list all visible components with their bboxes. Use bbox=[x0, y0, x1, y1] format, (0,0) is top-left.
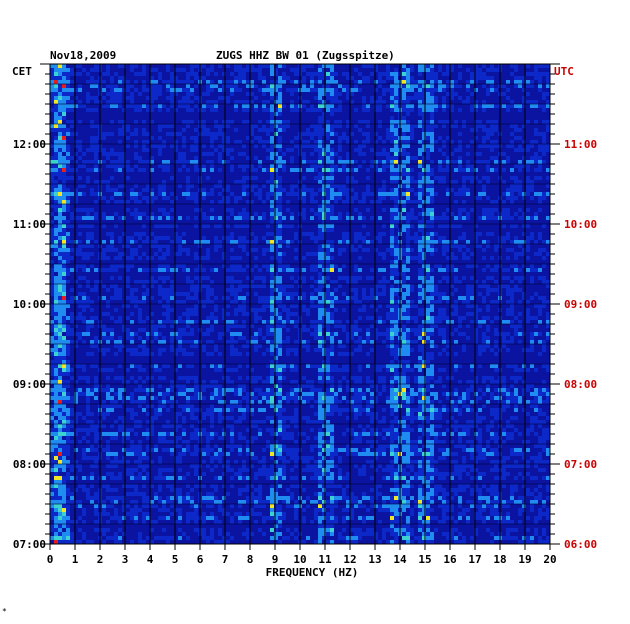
x-tick-label: 7 bbox=[222, 553, 229, 566]
y-tick-label-cet: 07:00 bbox=[13, 538, 46, 551]
x-tick-label: 12 bbox=[343, 553, 356, 566]
x-tick-label: 13 bbox=[368, 553, 381, 566]
x-tick-label: 19 bbox=[518, 553, 531, 566]
y-tick-label-utc: 10:00 bbox=[564, 218, 597, 231]
x-tick-label: 0 bbox=[47, 553, 54, 566]
x-tick-label: 3 bbox=[122, 553, 129, 566]
x-tick-label: 4 bbox=[147, 553, 154, 566]
y-tick-label-cet: 08:00 bbox=[13, 458, 46, 471]
y-tick-label-utc: 11:00 bbox=[564, 138, 597, 151]
x-tick-label: 11 bbox=[318, 553, 332, 566]
grid-lines bbox=[49, 63, 551, 545]
x-tick-label: 15 bbox=[418, 553, 431, 566]
y-tick-label-utc: 07:00 bbox=[564, 458, 597, 471]
x-tick-label: 18 bbox=[493, 553, 506, 566]
x-tick-label: 8 bbox=[247, 553, 254, 566]
chart-date: Nov18,2009 bbox=[50, 49, 116, 62]
y-tick-label-utc: 08:00 bbox=[564, 378, 597, 391]
x-tick-label: 17 bbox=[468, 553, 481, 566]
y-tick-label-cet: 12:00 bbox=[13, 138, 46, 151]
x-tick-label: 14 bbox=[393, 553, 407, 566]
x-axis-label: FREQUENCY (HZ) bbox=[266, 566, 359, 579]
y-tick-label-cet: 09:00 bbox=[13, 378, 46, 391]
x-tick-label: 1 bbox=[72, 553, 79, 566]
left-axis-label: CET bbox=[12, 65, 32, 78]
y-tick-label-cet: 11:00 bbox=[13, 218, 46, 231]
x-tick-label: 9 bbox=[272, 553, 279, 566]
x-tick-label: 2 bbox=[97, 553, 104, 566]
footer-mark: * bbox=[2, 607, 7, 616]
x-tick-label: 16 bbox=[443, 553, 457, 566]
tick-labels: 0 1 2 3 4 5 6 7 8 9 10 11 12 13 14 15 16 17 18 19 2012:0011:… bbox=[13, 138, 597, 566]
y-tick-label-utc: 09:00 bbox=[564, 298, 597, 311]
x-tick-label: 5 bbox=[172, 553, 179, 566]
x-tick-label: 10 bbox=[293, 553, 306, 566]
right-axis-label: UTC bbox=[554, 65, 574, 78]
x-tick-label: 6 bbox=[197, 553, 204, 566]
chart-station: ZUGS HHZ BW 01 (Zugsspitze) bbox=[216, 49, 395, 62]
spectrogram-cells bbox=[50, 64, 550, 544]
x-tick-label: 20 bbox=[543, 553, 556, 566]
axis-ticks bbox=[40, 63, 560, 550]
y-tick-label-utc: 06:00 bbox=[564, 538, 597, 551]
y-tick-label-cet: 10:00 bbox=[13, 298, 46, 311]
